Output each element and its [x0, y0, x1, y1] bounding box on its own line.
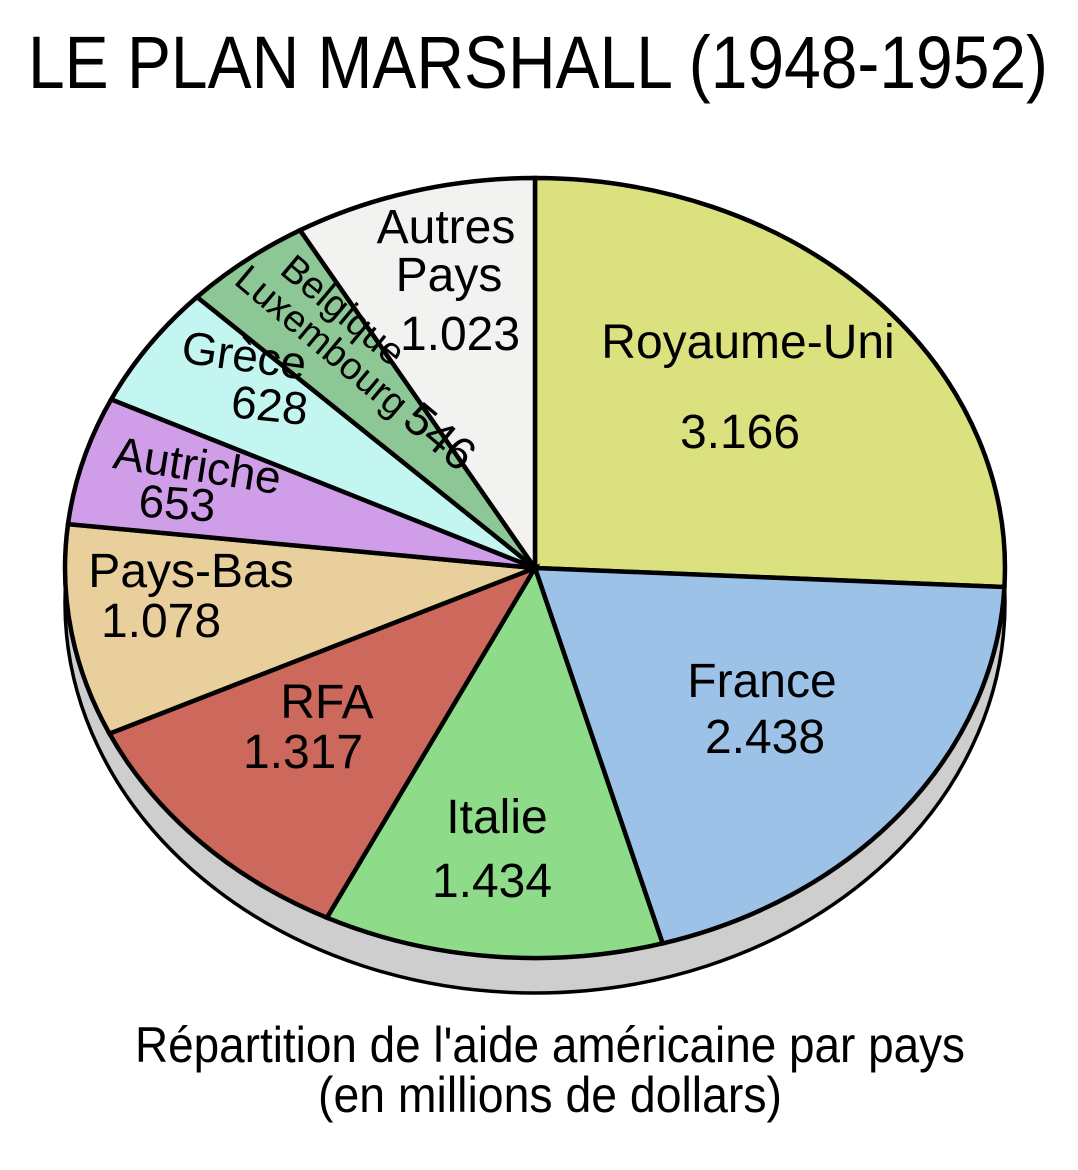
slice-value-france: 2.438 [705, 711, 825, 764]
pie-slice-france [531, 565, 1007, 947]
slice-label-rfa: RFA [280, 676, 373, 729]
pie-slice-autres-pays [296, 175, 538, 576]
slice-value-pays-bas: 1.078 [101, 595, 221, 648]
slice-value-royaume-uni: 3.166 [680, 406, 800, 459]
slice-value-italie: 1.434 [432, 855, 552, 908]
slice-label-italie: Italie [446, 791, 547, 844]
slice-label-pays-bas: Pays-Bas [88, 545, 293, 598]
caption-line-2: (en millions de dollars) [318, 1067, 782, 1123]
pie-slice-royaume-uni [532, 175, 1008, 590]
slice-value-autres-pays: 1.023 [400, 308, 520, 361]
pie-slice-rfa [106, 563, 541, 921]
pie-slice-grece [107, 294, 537, 571]
slice-label-autres-pays: Pays [396, 249, 503, 302]
slice-label-royaume-uni: Royaume-Uni [601, 316, 894, 369]
pie-slice-pays-bas [62, 521, 536, 737]
slice-label-autres-pays: Autres [377, 201, 516, 254]
pie-slice-autriche [65, 396, 536, 571]
slice-value-rfa: 1.317 [243, 726, 363, 779]
pie-slice-italie [323, 562, 666, 961]
caption-line-1: Répartition de l'aide américaine par pay… [135, 1017, 965, 1073]
chart-title: LE PLAN MARSHALL (1948-1952) [28, 21, 1048, 104]
slice-value-autriche: 653 [137, 474, 217, 531]
pie-slices-group [62, 175, 1008, 961]
slice-value-grece: 628 [229, 375, 311, 435]
slice-label-france: France [687, 655, 836, 708]
